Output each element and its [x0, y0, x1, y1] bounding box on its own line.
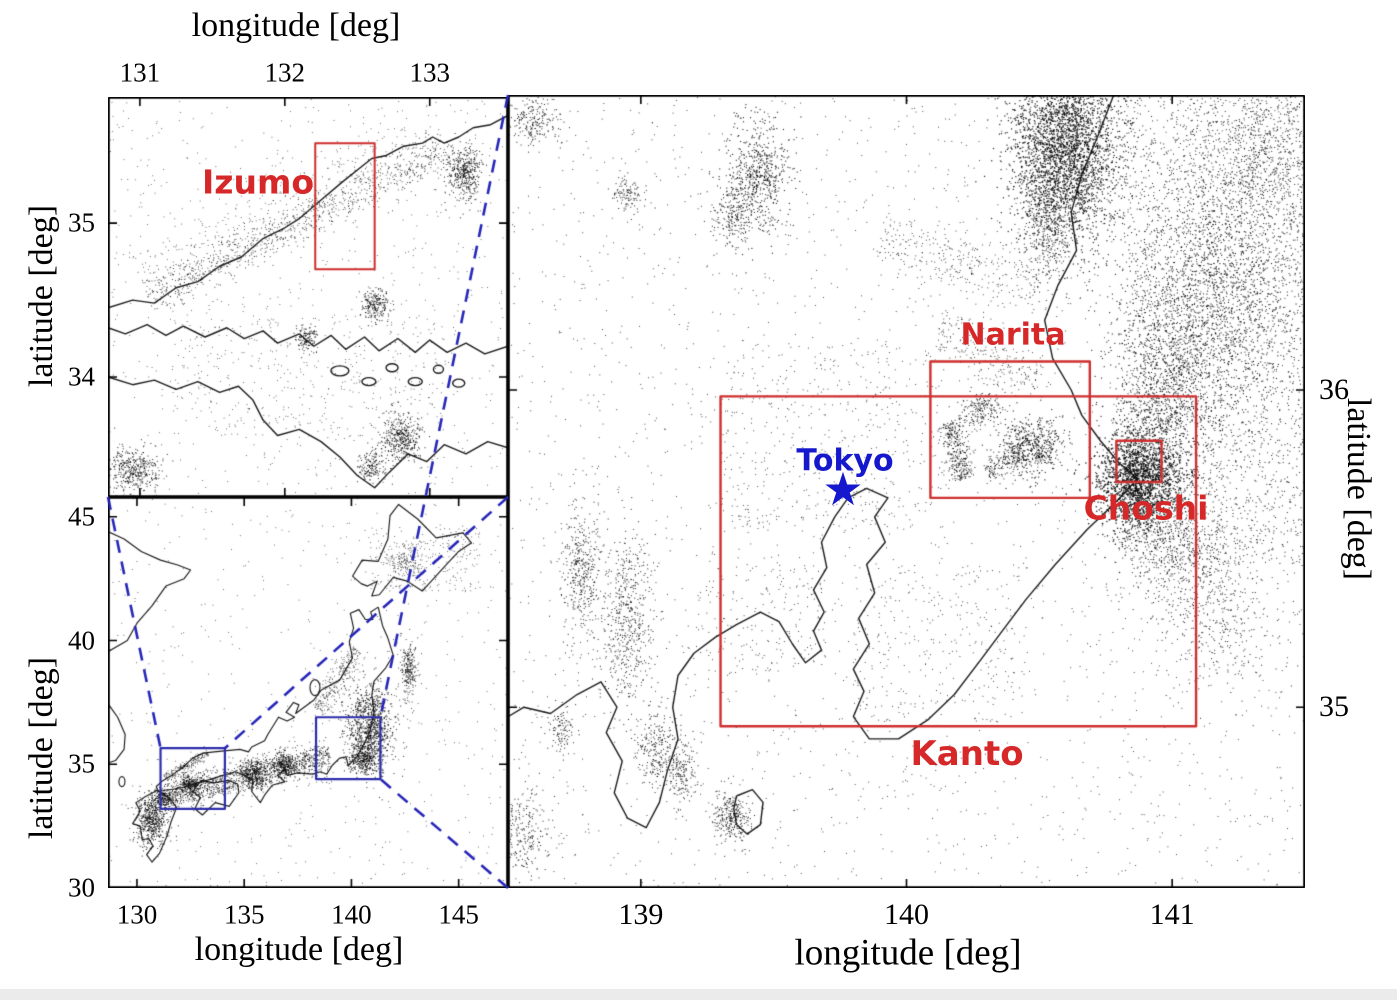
bottom-strip [0, 989, 1397, 1000]
tokyo-city-label: Tokyo [796, 443, 894, 479]
japan-latitude-axis-title: latitude [deg] [23, 656, 60, 840]
japan-lon-tick-130: 130 [116, 899, 158, 930]
japan-lat-tick-30: 30 [68, 872, 95, 903]
japan-lon-tick-135: 135 [223, 899, 265, 930]
izumo-latitude-axis-title: latitude [deg] [23, 204, 60, 388]
narita-region-label: Narita [960, 317, 1066, 353]
choshi-region-label: Choshi [1083, 488, 1209, 528]
japan-lon-tick-145: 145 [438, 899, 479, 930]
izumo-lat-tick-34: 34 [68, 361, 95, 392]
izumo-lat-tick-35: 35 [68, 207, 95, 238]
kanto-lon-tick-140: 140 [884, 898, 929, 931]
kanto-longitude-axis-title: longitude [deg] [794, 932, 1022, 974]
izumo-lon-tick-132: 132 [264, 57, 306, 88]
kanto-lon-tick-141: 141 [1149, 898, 1195, 931]
japan-overview-map [108, 497, 508, 888]
kanto-region-label: Kanto [910, 734, 1024, 774]
kanto-lat-tick-35: 35 [1319, 690, 1349, 724]
kanto-lon-tick-139: 139 [618, 898, 664, 931]
japan-longitude-axis-title: longitude [deg] [194, 931, 404, 968]
japan-lat-tick-35: 35 [68, 748, 95, 779]
japan-lat-tick-45: 45 [68, 501, 95, 532]
japan-lon-tick-140: 140 [331, 899, 372, 930]
izumo-lon-tick-131: 131 [119, 57, 161, 88]
kanto-lat-tick-36: 36 [1319, 372, 1349, 406]
izumo-region-label: Izumo [201, 162, 315, 202]
izumo-longitude-axis-title: longitude [deg] [191, 7, 401, 44]
izumo-lon-tick-133: 133 [409, 57, 450, 88]
kanto-latitude-axis-title: latitude [deg] [1340, 397, 1377, 581]
japan-lat-tick-40: 40 [68, 625, 95, 656]
tokyo-star-marker: ★ [822, 462, 864, 516]
izumo-inset-map [108, 97, 508, 497]
